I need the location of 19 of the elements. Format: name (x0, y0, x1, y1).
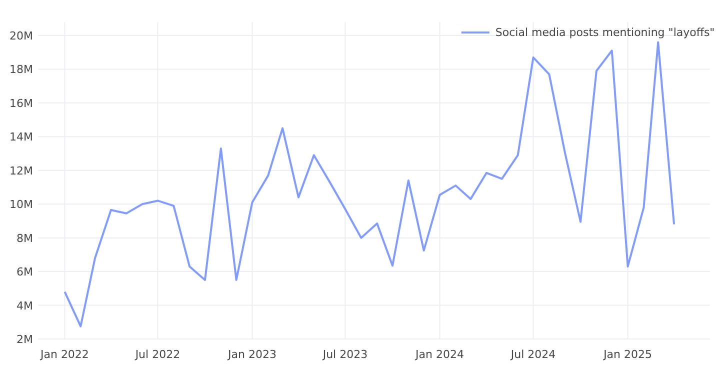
x-tick-label: Jul 2024 (510, 348, 556, 361)
y-tick-label: 10M (10, 198, 33, 212)
y-tick-label: 8M (16, 232, 33, 245)
x-tick-label: Jan 2025 (602, 348, 652, 361)
y-tick-label: 20M (10, 29, 33, 42)
x-tick-label: Jan 2024 (414, 348, 464, 361)
line-series (64, 41, 676, 328)
y-tick-label: 14M (10, 130, 33, 144)
y-tick-label: 16M (10, 96, 33, 110)
y-tick-label: 4M (16, 299, 33, 312)
y-tick-label: 18M (10, 63, 33, 76)
x-tick-label: Jul 2023 (322, 348, 368, 361)
y-tick-label: 12M (10, 164, 33, 178)
x-tick-label: Jul 2022 (134, 348, 180, 361)
y-tick-label: 2M (16, 333, 33, 346)
legend-label: Social media posts mentioning "layoffs" (495, 26, 715, 39)
x-tick-label: Jan 2022 (39, 348, 89, 361)
x-tick-label: Jan 2023 (227, 348, 276, 361)
y-tick-label: 6M (16, 266, 33, 279)
